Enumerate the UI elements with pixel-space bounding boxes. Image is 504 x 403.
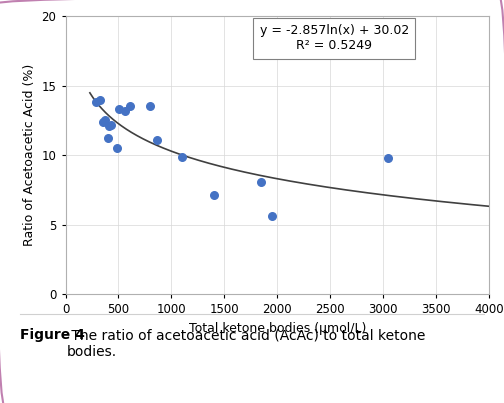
Point <box>178 153 186 160</box>
Text: The ratio of acetoacetic acid (AcAc) to total ketone
bodies.: The ratio of acetoacetic acid (AcAc) to … <box>67 328 425 359</box>
Point <box>105 123 113 129</box>
Point <box>101 117 109 124</box>
Point <box>153 137 161 143</box>
Point <box>210 192 218 199</box>
Point <box>113 145 121 152</box>
Text: y = -2.857ln(x) + 30.02
R² = 0.5249: y = -2.857ln(x) + 30.02 R² = 0.5249 <box>260 25 409 52</box>
Point <box>115 106 123 112</box>
Point <box>107 121 115 128</box>
Point <box>104 135 112 142</box>
Point <box>268 213 276 220</box>
Point <box>96 96 104 103</box>
Point <box>92 99 100 106</box>
X-axis label: Total ketone bodies (μmol/L): Total ketone bodies (μmol/L) <box>188 322 366 335</box>
Point <box>98 118 107 125</box>
Point <box>121 108 129 114</box>
Point <box>384 155 392 161</box>
Text: Figure 4: Figure 4 <box>20 328 85 343</box>
Point <box>146 103 154 110</box>
Point <box>257 179 265 185</box>
Point <box>126 103 134 110</box>
Y-axis label: Ratio of Acetoacetic Acid (%): Ratio of Acetoacetic Acid (%) <box>23 64 36 246</box>
